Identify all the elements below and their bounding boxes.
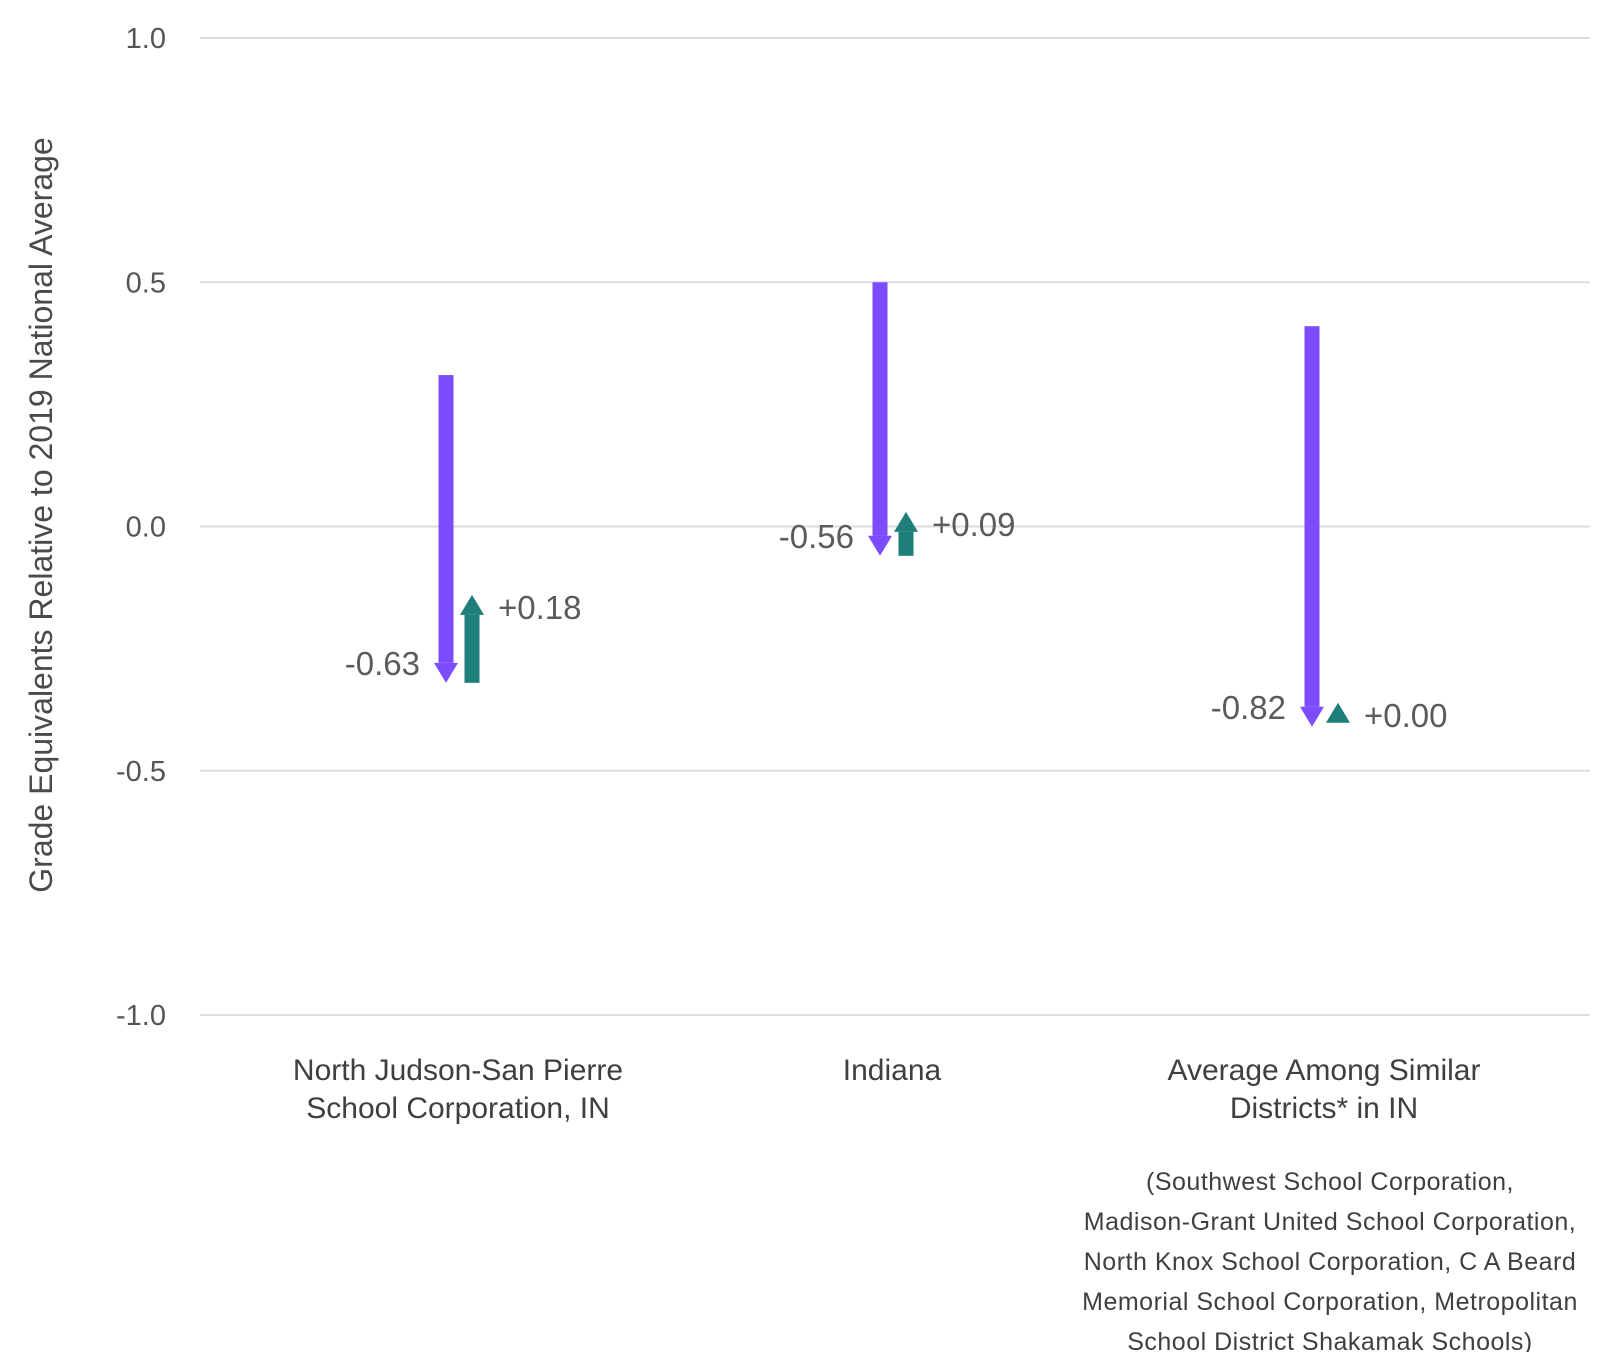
y-tick-label: -1.0 [116,1000,166,1032]
footnote-line: North Knox School Corporation, C A Beard [1084,1248,1577,1276]
y-axis-label: Grade Equivalents Relative to 2019 Natio… [23,137,59,892]
gridlines [200,37,1590,1016]
category-label: Average Among Similar [1168,1054,1481,1087]
y-tick-label: 0.0 [126,512,166,544]
y-tick-label: -0.5 [116,756,166,788]
decline-arrow-head [434,662,458,683]
y-tick-label: 0.5 [126,267,166,299]
category-labels: North Judson-San Pierre School Corporatio… [293,1054,1481,1125]
y-tick-label: 1.0 [126,23,166,55]
recovery-value-label: +0.18 [498,589,582,626]
decline-arrow-shaft [872,282,888,536]
decline-value-label: -0.82 [1211,689,1286,726]
footnote-line: School District Shakamak Schools) [1127,1328,1533,1352]
category-label: School Corporation, IN [306,1092,610,1125]
category-label: Districts* in IN [1230,1092,1418,1125]
footnote-line: Madison-Grant United School Corporation, [1084,1208,1576,1236]
arrow-marks: -0.63 +0.18 -0.56 +0.09 -0.82 +0.00 [345,282,1448,734]
footnote-line: (Southwest School Corporation, [1146,1168,1514,1196]
decline-value-label: -0.63 [345,645,420,682]
decline-arrow-head [868,535,892,556]
recovery-arrow-head [894,511,918,532]
y-axis-ticks: 1.0 0.5 0.0 -0.5 -1.0 [116,23,166,1032]
recovery-arrow-shaft [464,614,480,683]
recovery-arrow-head [1326,702,1350,723]
footnote: (Southwest School Corporation, Madison-Gr… [1082,1168,1578,1352]
category-label: Indiana [843,1054,942,1087]
recovery-value-label: +0.09 [932,506,1016,543]
decline-value-label: -0.56 [779,518,854,555]
category-label: North Judson-San Pierre [293,1054,623,1087]
decline-arrow-shaft [1304,326,1320,707]
recovery-arrow-head [460,594,484,615]
decline-arrow-shaft [438,375,454,663]
decline-arrow-head [1300,706,1324,727]
footnote-line: Memorial School Corporation, Metropolita… [1082,1288,1578,1316]
recovery-value-label: +0.00 [1364,697,1448,734]
recovery-arrow-shaft [898,531,914,556]
